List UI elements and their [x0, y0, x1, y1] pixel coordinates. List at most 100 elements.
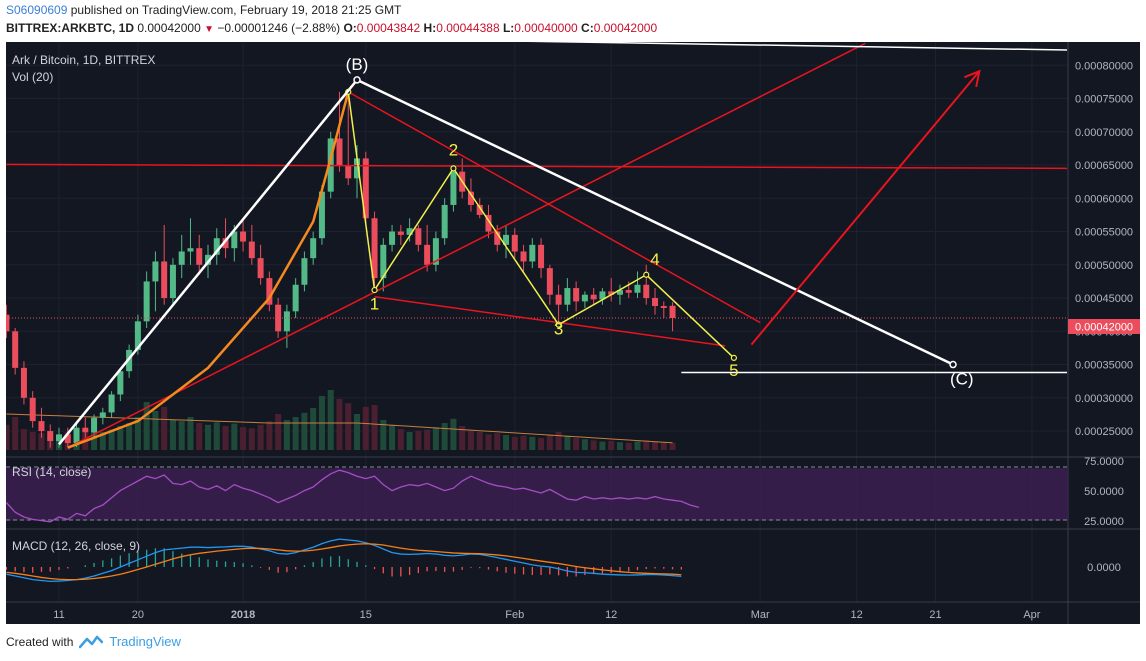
candle-body: [660, 306, 667, 309]
candle-body: [354, 158, 361, 179]
volume-bar: [494, 433, 501, 450]
volume-bar: [459, 426, 466, 450]
last-price: 0.00042000: [137, 21, 201, 35]
volume-bar: [266, 421, 273, 450]
white-anchor-point: [949, 360, 957, 369]
candle-body: [82, 427, 89, 433]
signal-series-line: [6, 543, 682, 581]
candle-body: [336, 138, 343, 166]
candle-body: [450, 171, 457, 205]
price-tick-label: 0.00035000: [1075, 360, 1133, 372]
yellow-wave-point: [450, 165, 457, 172]
candle-body: [520, 251, 527, 262]
candle-body: [494, 231, 501, 245]
open-value: 0.00043842: [356, 21, 421, 35]
candle-body: [529, 244, 536, 262]
volume-bar: [336, 399, 343, 450]
price-tick-label: 0.00045000: [1075, 293, 1133, 305]
candle-body: [476, 204, 483, 215]
volume-bar: [669, 442, 676, 450]
volume-bar: [660, 442, 667, 450]
price-tick-label: 0.00050000: [1075, 260, 1133, 272]
volume-bar: [380, 420, 387, 450]
yellow-wave-point: [555, 321, 562, 328]
volume-bar: [573, 438, 580, 450]
candle-body: [441, 204, 448, 239]
volume-bar: [283, 420, 290, 450]
wave-label: 1: [370, 294, 379, 313]
candle-body: [56, 434, 62, 442]
time-tick-label: 12: [605, 609, 617, 621]
candle-body: [538, 244, 545, 269]
volume-bar: [538, 438, 545, 450]
volume-bar: [161, 406, 168, 450]
candle-body: [397, 231, 404, 235]
candle-body: [345, 165, 352, 179]
volume-bar: [91, 430, 98, 450]
candle-body: [590, 294, 597, 300]
down-arrow-icon: ▼: [204, 24, 214, 35]
yellow-wave-point: [643, 271, 650, 278]
macd-series-line: [6, 538, 682, 583]
volume-bar: [529, 436, 536, 450]
volume-bar: [467, 430, 474, 450]
candle-body: [3, 314, 10, 332]
time-tick-label: 21: [929, 609, 941, 621]
time-axis-labels[interactable]: 11 20 2018 15 Feb 12 Mar 12 21 Apr: [53, 609, 1041, 621]
rsi-pane-title: RSI (14, close): [12, 465, 91, 479]
chart-background: [6, 42, 1140, 624]
volume-bar: [327, 390, 334, 450]
author-link[interactable]: S06090609: [6, 3, 68, 17]
price-tick-label: 0.00070000: [1075, 127, 1133, 139]
volume-ma-line: [6, 413, 673, 444]
candle-body: [564, 288, 571, 305]
candle-body: [318, 191, 325, 239]
time-tick-label: Mar: [751, 609, 770, 621]
volume-bar: [371, 405, 378, 450]
candle-body: [503, 234, 510, 245]
candle-body: [652, 298, 659, 307]
volume-bar: [12, 417, 19, 450]
price-axis-labels[interactable]: 0.00080000 0.00075000 0.00070000 0.00065000…: [1075, 60, 1133, 574]
volume-bars: [3, 390, 676, 450]
volume-bar: [652, 441, 659, 450]
wave-label: 3: [554, 320, 563, 339]
candle-body: [266, 278, 273, 305]
tradingview-logo-icon: [79, 635, 104, 648]
volume-bar: [20, 429, 27, 450]
candle-body: [73, 427, 80, 444]
tradingview-brand-link[interactable]: TradingView: [109, 634, 181, 649]
symbol-name: BITTREX:ARKBTC, 1D: [6, 21, 134, 35]
created-with-text: Created with: [6, 634, 74, 649]
volume-bar: [564, 435, 571, 450]
volume-bar: [581, 439, 588, 450]
open-label: O:: [343, 21, 357, 35]
chart-area[interactable]: (B) 1 2 3 4 5 (C) 0.00080000 0.00075000 0.000700…: [3, 39, 1140, 624]
volume-bar: [152, 411, 159, 450]
volume-bar: [240, 427, 247, 450]
volume-bar: [432, 427, 439, 450]
volume-bar: [178, 421, 185, 450]
candle-body: [231, 231, 238, 249]
candle-body: [485, 214, 492, 232]
wave-labels: (B) 1 2 3 4 5 (C): [346, 55, 974, 389]
price-tick-label: 0.00075000: [1075, 94, 1133, 106]
volume-bar: [354, 414, 361, 450]
candle-body: [196, 248, 203, 265]
red-trend-line: [347, 91, 761, 324]
candle-body: [581, 294, 588, 302]
candlesticks[interactable]: [3, 91, 1068, 448]
candle-body: [20, 367, 27, 398]
candle-body: [546, 268, 553, 295]
volume-bar: [643, 440, 650, 450]
yellow-wave-point: [371, 286, 378, 294]
candle-body: [599, 291, 606, 300]
candle-body: [275, 304, 282, 332]
volume-bar: [126, 423, 133, 450]
rsi-line: [5, 469, 700, 523]
volume-bar: [362, 406, 369, 450]
volume-bar: [117, 426, 124, 450]
candle-body: [248, 241, 255, 259]
time-tick-label: 2018: [231, 609, 255, 621]
